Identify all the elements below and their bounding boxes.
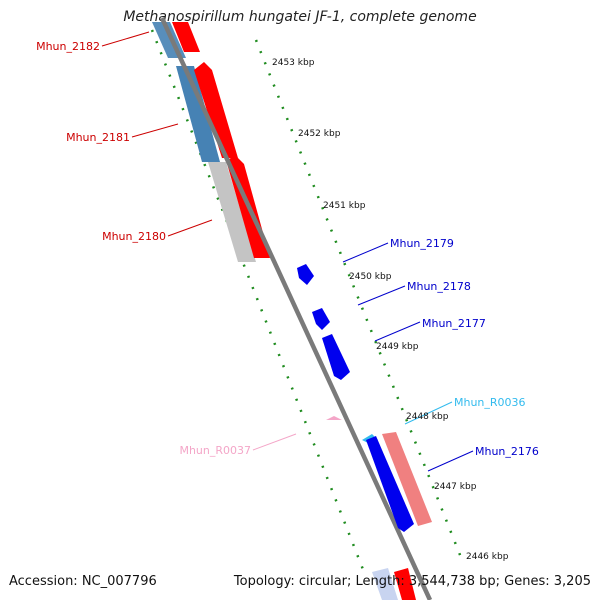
gene-label[interactable]: Mhun_2181 [66,131,130,144]
gene-label[interactable]: Mhun_R0036 [454,396,526,409]
gene-block-mhun-2176-reverse[interactable] [366,436,414,532]
gene-label[interactable]: Mhun_2176 [475,445,539,458]
gene-block-mhun-r0037[interactable] [326,416,342,420]
scale-label: 2450 kbp [349,272,392,282]
gene-block-mhun-2179[interactable] [297,264,314,285]
callout-mhun-2181 [131,123,179,138]
gene-label[interactable]: Mhun_2178 [407,280,471,293]
callout-mhun-2182 [101,31,150,47]
gene-label[interactable]: Mhun_2180 [102,230,166,243]
scale-label: 2452 kbp [298,129,341,139]
scale-label: 2447 kbp [434,482,477,492]
gene-block-mhun-2182-forward[interactable] [172,22,200,52]
scale-label: 2451 kbp [323,201,366,211]
genome-backbone [159,17,433,600]
gene-label[interactable]: Mhun_R0037 [179,444,251,457]
accession-text: Accession: NC_007796 [9,574,157,589]
callout-mhun-2177 [374,321,421,342]
left-tick-track [150,29,366,573]
callout-mhun-2180 [167,219,213,237]
callout-mhun-2179 [342,242,389,263]
gene-block-mhun-2177[interactable] [322,334,350,380]
gene-block-mhun-2181-forward[interactable] [194,62,238,158]
callout-mhun-r0036 [404,401,453,425]
gene-label[interactable]: Mhun_2182 [36,40,100,53]
scale-label: 2453 kbp [272,58,315,68]
scale-label: 2449 kbp [376,342,419,352]
map-title: Methanospirillum hungatei JF-1, complete… [123,9,477,25]
scale-label: 2446 kbp [466,552,509,562]
gene-block-bottom-light[interactable] [372,568,398,600]
right-tick-track [254,39,464,561]
gene-label[interactable]: Mhun_2177 [422,317,486,330]
callout-mhun-2176 [427,450,474,472]
callout-mhun-r0037 [252,433,297,451]
gene-block-mhun-2178[interactable] [312,308,330,330]
scale-label: 2448 kbp [406,412,449,422]
gene-block-bottom-forward[interactable] [394,568,416,600]
gene-block-mhun-2181-reverse[interactable] [176,66,220,162]
callout-mhun-2178 [357,285,406,306]
gene-block-mhun-2176-forward[interactable] [382,432,432,526]
genome-summary: Topology: circular; Length: 3,544,738 bp… [233,574,591,589]
gene-label[interactable]: Mhun_2179 [390,237,454,250]
gene-block-mhun-2180-pseudo[interactable] [208,162,256,262]
